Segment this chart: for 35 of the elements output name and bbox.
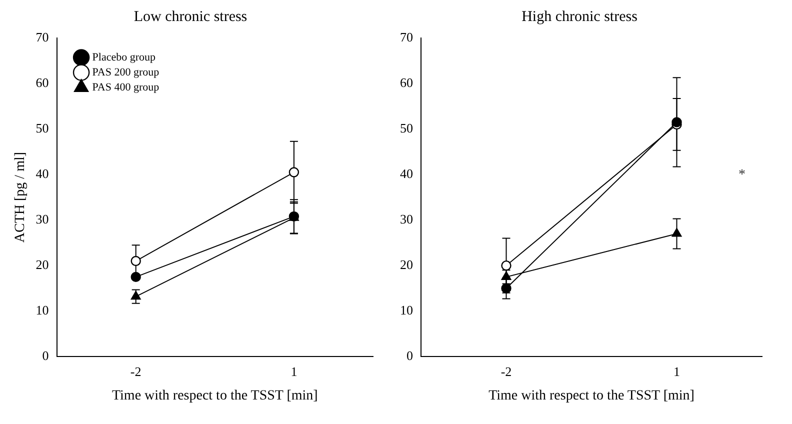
y-tick-label: 40 (36, 166, 49, 181)
x-tick-label: 1 (290, 364, 298, 379)
y-tick-label: 70 (400, 29, 413, 44)
x-tick-label: 1 (674, 364, 680, 379)
y-tick-label: 30 (400, 211, 413, 226)
y-axis-title: ACTH [pg / ml] (13, 152, 28, 243)
point (672, 117, 682, 128)
y-tick-label: 0 (406, 348, 413, 364)
y-tick-label: 50 (36, 120, 49, 136)
y-tick-label: 30 (36, 211, 49, 226)
y-tick-label: 10 (36, 302, 49, 318)
x-tick-label: -2 (130, 364, 142, 379)
x-tick-label: -2 (500, 364, 512, 379)
legend-label: PAS 400 group (92, 81, 160, 94)
y-tick-label: 20 (400, 256, 413, 272)
point (288, 167, 300, 178)
point (130, 256, 141, 266)
chart-title: Low chronic stress (134, 8, 248, 25)
y-tick-label: 50 (400, 120, 413, 136)
x-axis-title: Time with respect to the TSST [min] (488, 388, 694, 404)
y-tick-label: 20 (36, 256, 49, 272)
chart-title: High chronic stress (522, 8, 638, 25)
y-tick-label: 0 (42, 348, 49, 364)
y-tick-label: 40 (400, 166, 413, 181)
point (501, 283, 512, 294)
y-tick-label: 60 (36, 74, 49, 90)
annotation: * (738, 168, 746, 183)
legend-label: Placebo group (92, 51, 156, 64)
y-tick-label: 70 (36, 29, 49, 44)
y-tick-label: 60 (400, 74, 413, 90)
legend-label: PAS 200 group (92, 66, 160, 78)
point (130, 272, 141, 282)
x-axis-title: Time with respect to the TSST [min] (112, 388, 318, 404)
y-tick-label: 10 (400, 302, 413, 318)
point (501, 260, 512, 271)
